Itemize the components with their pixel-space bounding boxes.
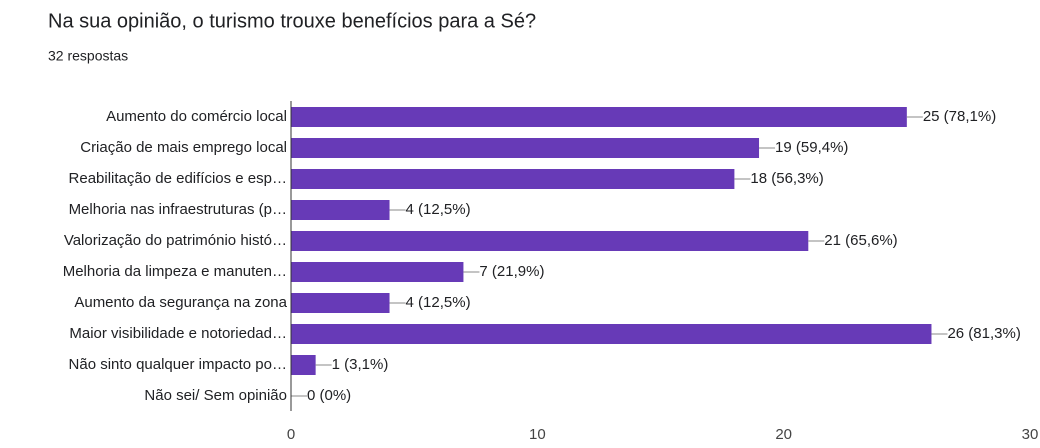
bar (291, 107, 907, 127)
y-tick-label: Melhoria da limpeza e manuten… (63, 263, 287, 280)
x-tick-label: 20 (775, 426, 792, 443)
value-label: 1 (3,1%) (332, 356, 389, 373)
value-label: 4 (12,5%) (406, 201, 471, 218)
y-tick-label: Aumento da segurança na zona (74, 294, 287, 311)
bar (291, 200, 390, 220)
bar (291, 355, 316, 375)
value-label: 18 (56,3%) (750, 170, 823, 187)
bar (291, 293, 390, 313)
bar (291, 231, 809, 251)
y-tick-label: Não sei/ Sem opinião (144, 387, 287, 404)
bar (291, 262, 464, 282)
chart-subtitle: 32 respostas (48, 48, 128, 64)
value-label: 26 (81,3%) (947, 325, 1020, 342)
y-tick-label: Melhoria nas infraestruturas (p… (69, 201, 287, 218)
value-label: 19 (59,4%) (775, 139, 848, 156)
y-tick-label: Valorização do património histó… (64, 232, 287, 249)
value-label: 25 (78,1%) (923, 108, 996, 125)
y-tick-label: Não sinto qualquer impacto po… (69, 356, 287, 373)
y-tick-label: Aumento do comércio local (106, 108, 287, 125)
y-tick-label: Reabilitação de edifícios e esp… (69, 170, 287, 187)
y-tick-label: Maior visibilidade e notoriedad… (69, 325, 287, 342)
value-label: 4 (12,5%) (406, 294, 471, 311)
x-tick-label: 30 (1022, 426, 1039, 443)
bar (291, 324, 932, 344)
bar (291, 169, 735, 189)
value-label: 7 (21,9%) (479, 263, 544, 280)
value-label: 0 (0%) (307, 387, 351, 404)
chart-title: Na sua opinião, o turismo trouxe benefíc… (48, 10, 536, 32)
x-tick-label: 10 (529, 426, 546, 443)
value-label: 21 (65,6%) (824, 232, 897, 249)
bar (291, 138, 760, 158)
x-tick-label: 0 (287, 426, 295, 443)
y-tick-label: Criação de mais emprego local (80, 139, 287, 156)
